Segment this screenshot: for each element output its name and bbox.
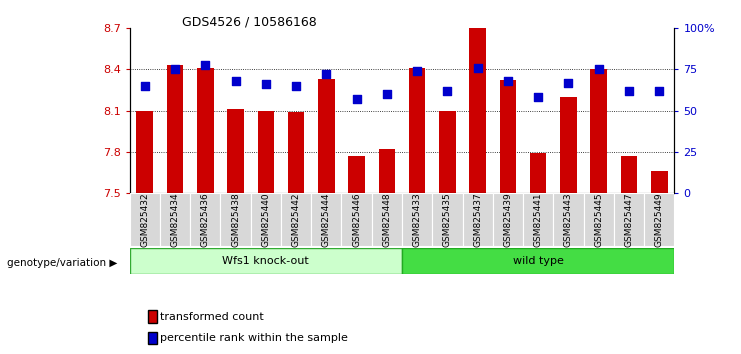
Bar <box>136 111 153 193</box>
Bar <box>439 111 456 193</box>
Text: GSM825438: GSM825438 <box>231 192 240 247</box>
FancyBboxPatch shape <box>342 193 372 246</box>
FancyBboxPatch shape <box>130 249 402 274</box>
Bar <box>591 69 607 193</box>
Bar <box>469 28 486 193</box>
Text: genotype/variation ▶: genotype/variation ▶ <box>7 258 118 268</box>
Bar <box>530 153 546 193</box>
Text: GSM825437: GSM825437 <box>473 192 482 247</box>
FancyBboxPatch shape <box>221 193 250 246</box>
Point <box>562 80 574 85</box>
Bar <box>409 68 425 193</box>
FancyBboxPatch shape <box>311 193 342 246</box>
Point <box>502 78 514 84</box>
Bar <box>621 156 637 193</box>
Point <box>320 72 332 77</box>
Text: GSM825432: GSM825432 <box>140 192 149 247</box>
Text: GSM825434: GSM825434 <box>170 192 179 247</box>
Point <box>593 67 605 72</box>
FancyBboxPatch shape <box>160 193 190 246</box>
Bar <box>258 111 274 193</box>
Point <box>139 83 150 89</box>
FancyBboxPatch shape <box>554 193 583 246</box>
Point <box>260 81 272 87</box>
Bar <box>379 149 395 193</box>
Point <box>654 88 665 94</box>
Text: transformed count: transformed count <box>160 312 264 322</box>
Bar <box>348 156 365 193</box>
Bar <box>318 79 335 193</box>
FancyBboxPatch shape <box>402 193 432 246</box>
Text: percentile rank within the sample: percentile rank within the sample <box>160 333 348 343</box>
FancyBboxPatch shape <box>281 193 311 246</box>
Text: GSM825447: GSM825447 <box>625 192 634 247</box>
Point <box>381 91 393 97</box>
FancyBboxPatch shape <box>130 193 160 246</box>
Text: GSM825433: GSM825433 <box>413 192 422 247</box>
Bar <box>288 112 305 193</box>
FancyBboxPatch shape <box>523 193 554 246</box>
Text: wild type: wild type <box>513 256 564 266</box>
Text: GSM825439: GSM825439 <box>503 192 512 247</box>
Text: GSM825441: GSM825441 <box>534 192 542 247</box>
FancyBboxPatch shape <box>250 193 281 246</box>
Text: Wfs1 knock-out: Wfs1 knock-out <box>222 256 309 266</box>
Bar <box>167 65 183 193</box>
Text: GSM825449: GSM825449 <box>655 192 664 247</box>
FancyBboxPatch shape <box>583 193 614 246</box>
Text: GSM825443: GSM825443 <box>564 192 573 247</box>
Text: GSM825445: GSM825445 <box>594 192 603 247</box>
Text: GDS4526 / 10586168: GDS4526 / 10586168 <box>182 16 316 29</box>
Point <box>623 88 635 94</box>
Text: GSM825444: GSM825444 <box>322 192 330 247</box>
Text: GSM825435: GSM825435 <box>443 192 452 247</box>
Bar <box>499 80 516 193</box>
Point <box>199 62 211 67</box>
Point <box>472 65 484 71</box>
FancyBboxPatch shape <box>644 193 674 246</box>
Bar <box>227 109 244 193</box>
Bar <box>651 171 668 193</box>
Point <box>532 95 544 100</box>
Bar <box>197 68 213 193</box>
FancyBboxPatch shape <box>462 193 493 246</box>
Point <box>411 68 423 74</box>
Bar <box>560 97 576 193</box>
Text: GSM825446: GSM825446 <box>352 192 361 247</box>
FancyBboxPatch shape <box>614 193 644 246</box>
Text: GSM825442: GSM825442 <box>292 192 301 247</box>
Text: GSM825436: GSM825436 <box>201 192 210 247</box>
Point <box>169 67 181 72</box>
Text: GSM825448: GSM825448 <box>382 192 391 247</box>
FancyBboxPatch shape <box>493 193 523 246</box>
Point <box>230 78 242 84</box>
Text: GSM825440: GSM825440 <box>262 192 270 247</box>
FancyBboxPatch shape <box>402 249 674 274</box>
Point <box>290 83 302 89</box>
FancyBboxPatch shape <box>372 193 402 246</box>
FancyBboxPatch shape <box>432 193 462 246</box>
Point <box>350 96 362 102</box>
FancyBboxPatch shape <box>190 193 221 246</box>
Point <box>442 88 453 94</box>
